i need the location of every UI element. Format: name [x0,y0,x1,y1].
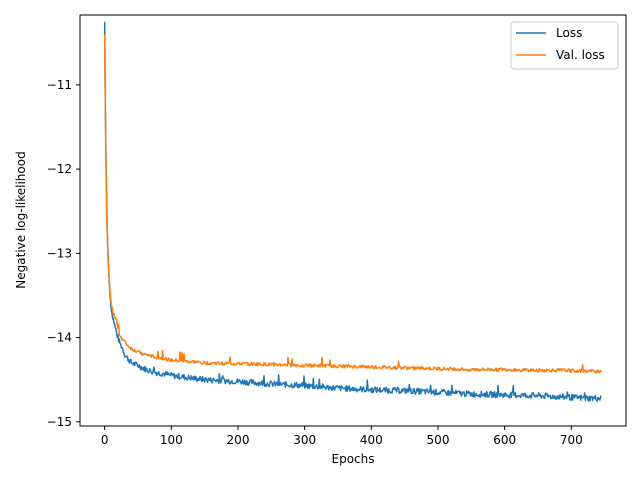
x-tick-label: 400 [360,433,383,447]
x-tick-label: 600 [493,433,516,447]
x-axis: 0 100 200 300 400 500 600 700 [101,426,583,447]
x-tick-label: 200 [227,433,250,447]
y-axis-label: Negative log-likelihood [14,151,28,288]
y-tick-label: −15 [47,415,72,429]
y-tick-label: −14 [47,331,72,345]
x-axis-label: Epochs [332,452,375,466]
x-tick-label: 500 [427,433,450,447]
y-tick-label: −13 [47,246,72,260]
y-axis: −15 −14 −13 −12 −11 [47,78,80,429]
y-tick-label: −12 [47,162,72,176]
x-tick-label: 700 [560,433,583,447]
series-line-val-loss [103,34,602,374]
plot-frame [79,14,627,427]
legend-label-loss: Loss [556,26,582,40]
series-layer [103,21,602,402]
series-line-loss [103,21,602,402]
x-tick-label: 0 [101,433,109,447]
x-tick-label: 300 [293,433,316,447]
legend-label-val-loss: Val. loss [556,48,605,62]
y-tick-label: −11 [47,78,72,92]
legend: Loss Val. loss [510,21,619,70]
x-tick-label: 100 [160,433,183,447]
